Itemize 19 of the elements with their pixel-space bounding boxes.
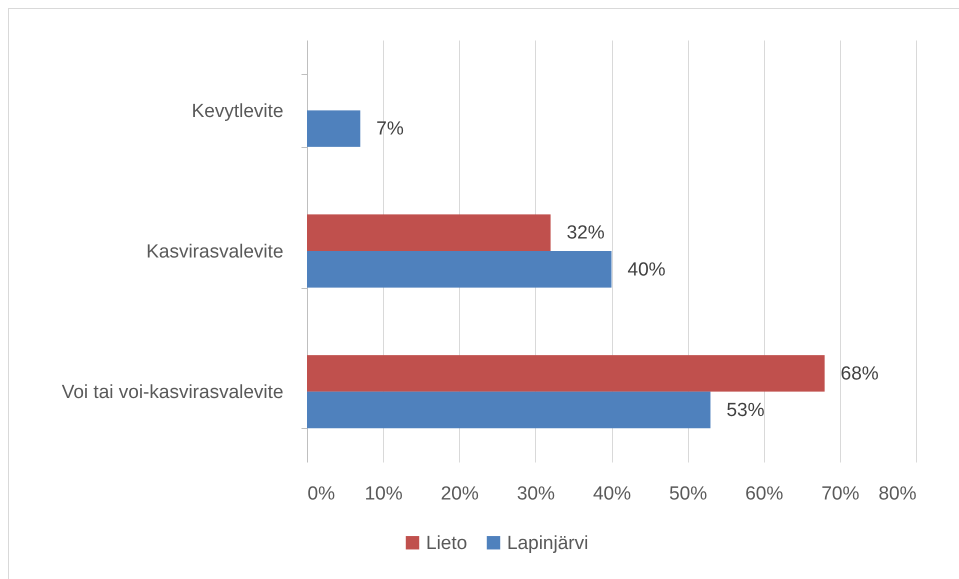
x-tick-label: 60% [745,484,784,504]
x-tick-label: 10% [364,484,403,504]
legend-label: Lieto [426,532,468,554]
x-tick-label: 50% [669,484,708,504]
data-label: 7% [376,118,404,140]
y-tick-label: Kasvirasvalevite [146,242,284,262]
data-label: 53% [726,400,765,421]
data-label: 40% [628,259,666,280]
data-label: 32% [566,222,605,244]
y-tick-label: Voi tai voi-kasvirasvalevite [62,382,284,404]
x-tick-label: 70% [821,484,860,504]
y-tick-label: Kevytlevite [192,100,284,122]
x-tick-label: 20% [440,484,479,504]
x-tick-label: 0% [308,484,336,504]
x-tick-label: 30% [516,484,555,504]
x-tick-label: 40% [592,484,632,504]
legend-label: Lapinjärvi [507,532,588,554]
data-label: 68% [840,363,879,384]
x-tick-label: 80% [878,484,917,504]
